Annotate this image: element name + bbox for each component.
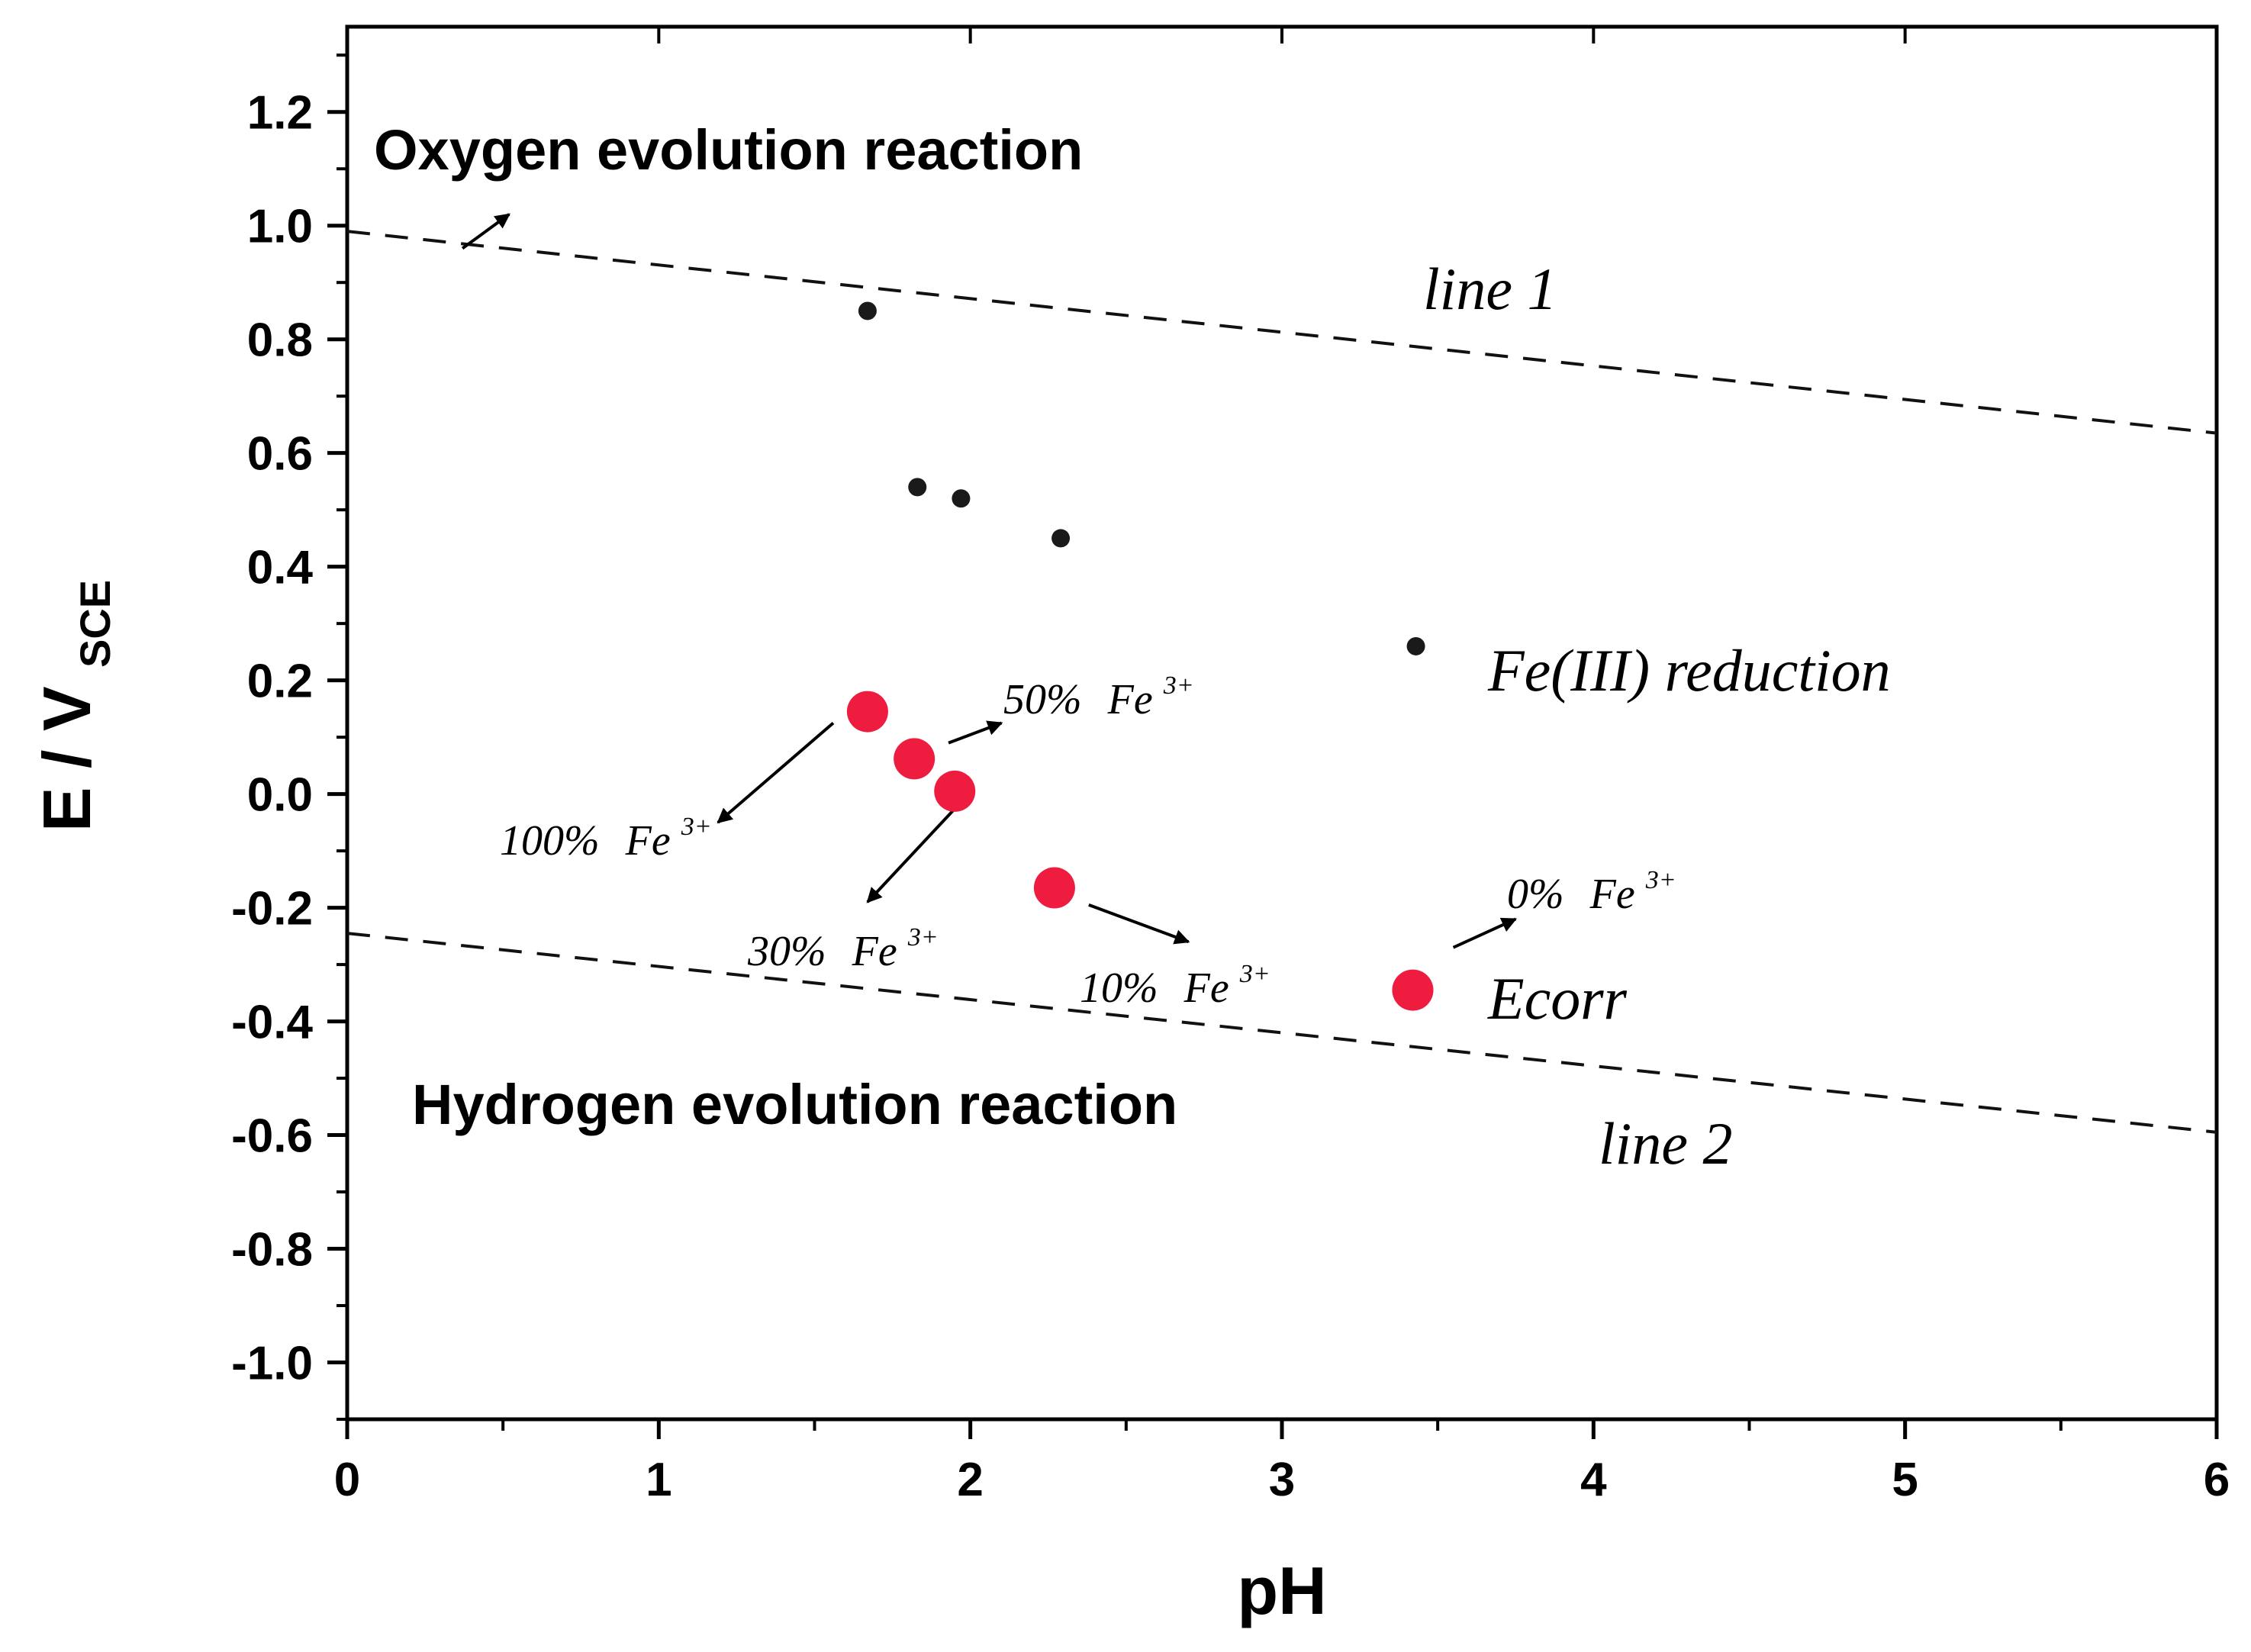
arrow-4: [1452, 917, 1518, 949]
x-axis-title: pH: [1237, 1553, 1326, 1628]
dashed-line-1: [346, 230, 2217, 435]
ecorr-label: Ecorr: [1487, 965, 1628, 1032]
y-tick-label: -0.6: [231, 1110, 313, 1163]
point-label-0-ion: Fe: [1589, 871, 1635, 918]
x-tick-label: 1: [646, 1454, 671, 1506]
y-tick-label: 0.2: [247, 655, 313, 708]
arrow-3: [1088, 903, 1190, 945]
point-label-10: 10% Fe 3+: [1080, 960, 1270, 1012]
line2-label: line 2: [1599, 1110, 1732, 1177]
x-tick-label: 0: [334, 1454, 360, 1506]
fe3-reduction-point: [952, 489, 971, 508]
dashed-line-2: [346, 932, 2217, 1134]
point-label-100-pct: 100%: [500, 817, 600, 865]
point-label-50-ion: Fe: [1107, 676, 1153, 723]
ecorr-point: [894, 738, 936, 780]
point-label-10-charge: 3+: [1239, 960, 1270, 988]
point-labels: 100% Fe 3+ 50% Fe 3+ 30% Fe 3+ 10% Fe 3+…: [500, 671, 1676, 1012]
point-label-0: 0% Fe 3+: [1507, 866, 1676, 918]
x-tick-label: 2: [957, 1454, 983, 1506]
y-tick-label: 0.0: [247, 769, 313, 822]
line1-label: line 1: [1423, 256, 1557, 322]
fe3-reduction-point: [1406, 636, 1425, 655]
arrow-2: [866, 804, 959, 903]
y-tick-label: -0.8: [231, 1224, 313, 1277]
point-label-50-charge: 3+: [1163, 671, 1194, 700]
y-axis: -1.0 -0.8 -0.6 -0.4 -0.2 0.0 0.2 0.4 0.6 0.8 1.0 1.…: [231, 53, 347, 1421]
point-label-0-charge: 3+: [1645, 866, 1676, 894]
point-label-10-pct: 10%: [1080, 964, 1158, 1012]
y-axis-title-sub: SCE: [71, 580, 119, 668]
ecorr-point: [1033, 867, 1075, 909]
point-label-100-ion: Fe: [625, 817, 671, 865]
ecorr-point: [934, 770, 976, 812]
oxygen-evolution-label: Oxygen evolution reaction: [374, 118, 1083, 182]
y-tick-label: 0.6: [247, 428, 313, 481]
arrow-6: [461, 213, 510, 250]
y-tick-label: -0.2: [231, 883, 313, 935]
y-tick-label: 0.4: [247, 542, 314, 594]
point-label-50-pct: 50%: [1003, 676, 1082, 723]
series-layer: [846, 301, 1434, 1011]
reference-lines: [346, 230, 2217, 1134]
point-label-100: 100% Fe 3+: [500, 813, 712, 865]
y-tick-label: 1.2: [247, 87, 313, 140]
hydrogen-evolution-label: Hydrogen evolution reaction: [412, 1073, 1177, 1136]
x-tick-label: 6: [2204, 1454, 2230, 1506]
fe3-reduction-point: [1051, 529, 1071, 548]
point-label-50: 50% Fe 3+: [1003, 671, 1194, 723]
arrow-5: [948, 720, 1003, 745]
x-tick-label: 5: [1892, 1454, 1918, 1506]
x-axis: 0 1 2 3 4 5 6: [334, 27, 2230, 1506]
y-tick-label: -0.4: [231, 997, 313, 1049]
arrow-1: [717, 721, 835, 824]
point-label-30-charge: 3+: [907, 923, 939, 952]
y-tick-label: -1.0: [231, 1338, 313, 1390]
fe3-reduction-point: [858, 301, 877, 320]
fe3-reduction-point: [908, 478, 927, 497]
point-label-100-charge: 3+: [681, 813, 712, 841]
point-label-30-pct: 30%: [747, 928, 826, 975]
point-label-30: 30% Fe 3+: [747, 923, 939, 975]
fe3-reduction-label: Fe(III) reduction: [1487, 637, 1891, 704]
ecorr-point: [846, 691, 888, 733]
annotations: Oxygen evolution reaction Hydrogen evolu…: [374, 118, 1891, 1177]
x-tick-label: 4: [1580, 1454, 1607, 1506]
ecorr-point: [1392, 969, 1434, 1011]
point-label-10-ion: Fe: [1183, 964, 1229, 1012]
y-tick-label: 1.0: [247, 201, 313, 253]
y-axis-title-main: E / V: [29, 686, 105, 832]
annotation-arrows: [461, 213, 1518, 949]
y-tick-label: 0.8: [247, 314, 313, 367]
point-label-0-pct: 0%: [1507, 871, 1564, 918]
x-tick-label: 3: [1269, 1454, 1295, 1506]
y-axis-title: E / V SCE: [29, 580, 119, 832]
point-label-30-ion: Fe: [852, 928, 897, 975]
